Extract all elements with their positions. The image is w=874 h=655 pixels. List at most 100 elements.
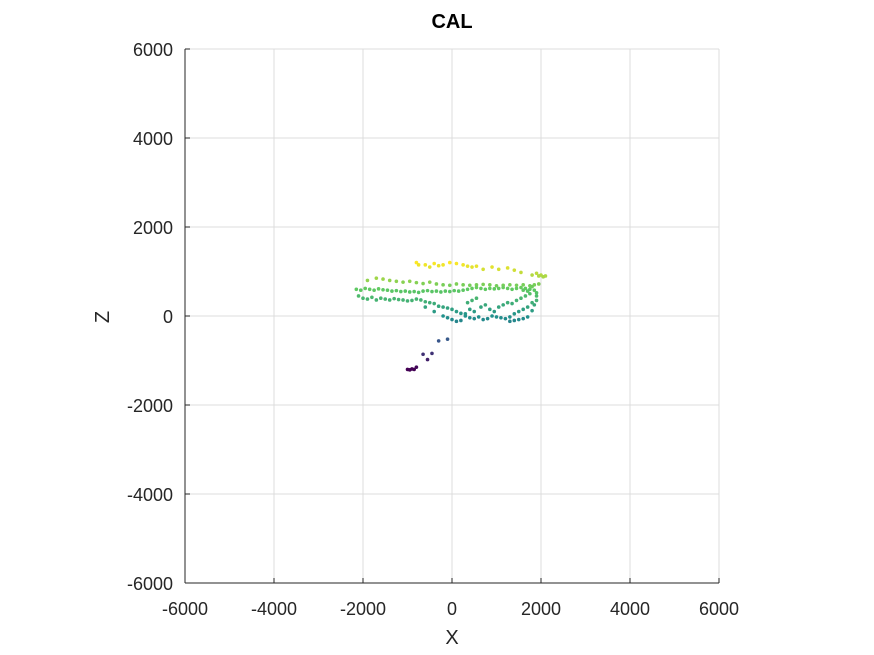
data-point [447,260,452,265]
data-point [421,289,425,293]
data-point [430,351,434,356]
data-point [412,367,416,372]
data-point [407,290,412,294]
data-point [414,260,419,265]
data-point [410,298,414,303]
data-point [492,309,497,314]
data-point [427,280,432,284]
data-point [496,305,501,309]
data-point [512,311,517,316]
data-point [354,287,359,292]
data-point [392,296,396,301]
data-point [521,283,525,287]
data-point [387,278,392,283]
data-point [512,318,517,323]
data-point [452,288,457,293]
data-point [436,304,441,309]
data-point [525,305,530,309]
data-point [425,357,430,362]
x-axis-label: X [445,627,458,649]
chart-title: CAL [431,11,472,33]
data-point [534,271,539,276]
data-point [530,308,534,313]
data-point [425,288,430,293]
data-point [414,365,419,369]
data-point [401,280,405,284]
data-point [412,289,416,294]
data-point [465,300,470,305]
data-point [514,286,519,291]
data-point [367,287,372,292]
data-point [459,311,463,316]
data-point [445,337,450,341]
data-point [505,300,510,305]
data-point [403,289,408,293]
data-point [476,315,481,319]
data-point [383,297,388,301]
data-point [427,300,432,305]
data-point [470,286,474,291]
data-point [525,315,530,319]
data-point [528,291,532,296]
grid-lines [184,48,720,584]
data-point [468,307,472,312]
data-point [387,298,392,302]
data-point [499,315,503,320]
data-point [481,282,485,287]
data-point [474,285,479,290]
y-axis-label: Z [92,311,114,323]
data-point [510,301,514,306]
data-point [474,283,479,287]
y-tick-label: -4000 [127,485,173,505]
data-point [461,283,465,287]
data-point [508,319,512,324]
data-point [463,311,468,316]
data-point [447,289,452,294]
data-point [516,309,521,314]
y-tick-label: -6000 [127,574,173,594]
data-point [479,305,483,309]
data-point [372,288,376,292]
data-point [374,276,379,280]
data-point [472,309,477,314]
data-point [541,275,546,279]
data-point [358,288,363,292]
data-point [414,297,419,301]
data-point [374,298,379,302]
data-point [470,265,474,269]
x-tick-label: -6000 [162,599,208,619]
data-point [454,309,459,314]
data-point [532,288,537,292]
data-point [510,287,514,292]
data-point [427,265,432,269]
data-point [459,318,463,323]
data-point [521,316,525,321]
data-point [436,339,441,343]
data-point [521,307,525,312]
data-point [490,314,494,318]
data-point [439,290,443,294]
data-point [496,286,501,291]
x-tick-label: 0 [447,599,457,619]
data-point [465,264,470,268]
data-point [512,268,517,272]
data-point [399,289,403,294]
data-point [381,277,385,281]
data-point [356,294,361,298]
data-point [501,303,505,307]
x-tick-label: -2000 [340,599,386,619]
data-point [419,298,423,302]
data-point [445,306,450,310]
data-point [432,309,437,314]
data-point [488,283,492,287]
data-point [534,291,539,295]
data-point [365,297,370,301]
data-point [488,286,492,291]
data-point [483,303,488,307]
data-point [394,288,399,293]
data-point [534,298,539,303]
data-point [450,317,454,322]
x-axis-ticks: -6000 -4000 -2000 0 2000 4000 6000 [162,578,739,619]
data-point [401,298,405,302]
y-tick-label: 2000 [133,218,173,238]
